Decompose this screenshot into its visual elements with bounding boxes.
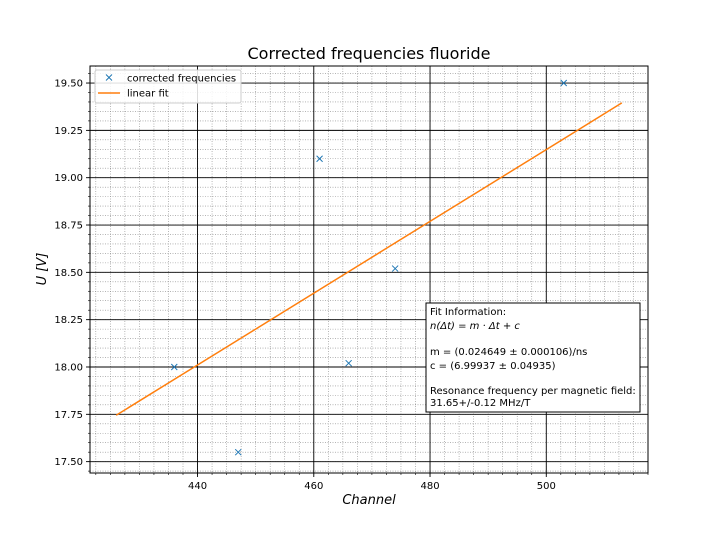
data-point-x-marker bbox=[560, 79, 568, 87]
fit-info-resonance-value: 31.65+/-0.12 MHz/T bbox=[430, 398, 531, 409]
plot-frame bbox=[89, 65, 649, 474]
x-axis-label: Channel bbox=[342, 493, 396, 508]
series-layer bbox=[115, 79, 623, 456]
data-point-x-marker bbox=[234, 448, 242, 456]
x-tick-label: 500 bbox=[537, 481, 556, 492]
y-tick-label: 18.50 bbox=[54, 268, 83, 279]
data-point-stroke bbox=[391, 265, 399, 272]
fit-line bbox=[115, 102, 623, 416]
data-point-stroke bbox=[560, 79, 568, 87]
data-point-stroke bbox=[316, 155, 323, 163]
data-point-stroke bbox=[234, 448, 242, 456]
x-tick-label: 440 bbox=[188, 481, 207, 492]
fit-info-heading: Fit Information: bbox=[430, 307, 506, 318]
data-point-x-marker bbox=[391, 265, 399, 272]
x-tick-label: 460 bbox=[304, 481, 323, 492]
data-point-x-marker bbox=[316, 155, 323, 163]
fit-info-slope: m = (0.024649 ± 0.000106)/ns bbox=[430, 347, 587, 358]
y-tick-label: 17.50 bbox=[54, 457, 83, 468]
y-tick-label: 18.25 bbox=[54, 315, 83, 326]
legend: corrected frequencies linear fit bbox=[94, 69, 242, 104]
data-point-stroke bbox=[345, 359, 353, 367]
data-point-stroke bbox=[170, 363, 178, 371]
legend-box bbox=[94, 69, 242, 104]
legend-marker-x-icon bbox=[105, 74, 113, 81]
y-tick-label: 18.75 bbox=[54, 221, 83, 232]
chart-title: Corrected frequencies fluoride bbox=[247, 44, 490, 63]
major-grid bbox=[90, 66, 648, 473]
y-tick-label: 19.50 bbox=[54, 79, 83, 90]
fit-info-equation: n(Δt) = m · Δt + c bbox=[430, 321, 520, 332]
y-tick-label: 19.00 bbox=[54, 173, 83, 184]
data-point-x-marker bbox=[170, 363, 178, 371]
fit-info-intercept: c = (6.99937 ± 0.04935) bbox=[430, 361, 556, 372]
axis-ticks: 440 460 480 500 17.50 17.75 18.00 18.25 18.50 18.… bbox=[54, 73, 649, 492]
fit-info-resonance-label: Resonance frequency per magnetic field: bbox=[430, 386, 636, 397]
fit-info-box: Fit Information: n(Δt) = m · Δt + c m = … bbox=[425, 302, 641, 413]
x-tick-label: 480 bbox=[420, 481, 439, 492]
y-axis-label: U [V] bbox=[35, 253, 50, 286]
y-tick-label: 19.25 bbox=[54, 126, 83, 137]
legend-label-fit: linear fit bbox=[127, 89, 169, 100]
y-tick-label: 18.00 bbox=[54, 362, 83, 373]
fit-info-frame bbox=[425, 302, 641, 413]
legend-label-scatter: corrected frequencies bbox=[127, 74, 236, 85]
data-point-x-marker bbox=[345, 359, 353, 367]
y-tick-label: 17.75 bbox=[54, 410, 83, 421]
